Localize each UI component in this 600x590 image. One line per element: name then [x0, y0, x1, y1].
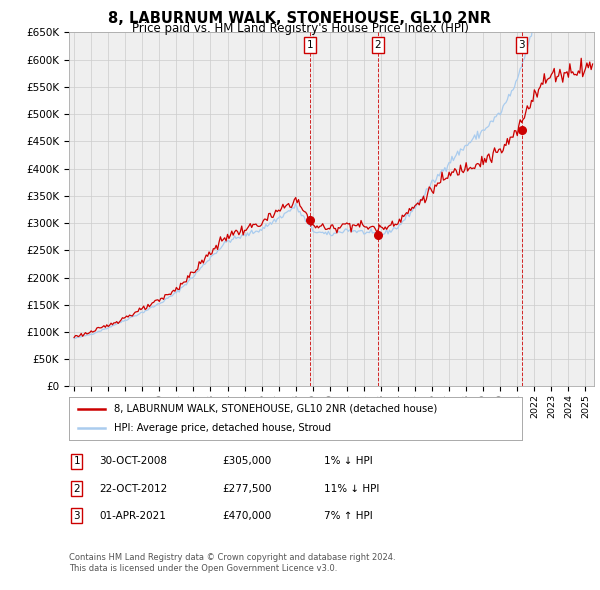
Text: HPI: Average price, detached house, Stroud: HPI: Average price, detached house, Stro… — [115, 423, 331, 433]
Text: Contains HM Land Registry data © Crown copyright and database right 2024.: Contains HM Land Registry data © Crown c… — [69, 553, 395, 562]
Text: Price paid vs. HM Land Registry's House Price Index (HPI): Price paid vs. HM Land Registry's House … — [131, 22, 469, 35]
Text: 01-APR-2021: 01-APR-2021 — [99, 511, 166, 520]
Text: 3: 3 — [518, 40, 525, 50]
Text: 22-OCT-2012: 22-OCT-2012 — [99, 484, 167, 493]
Text: 2: 2 — [374, 40, 381, 50]
Text: 2: 2 — [73, 484, 80, 493]
Text: 8, LABURNUM WALK, STONEHOUSE, GL10 2NR: 8, LABURNUM WALK, STONEHOUSE, GL10 2NR — [109, 11, 491, 25]
Text: 1% ↓ HPI: 1% ↓ HPI — [324, 457, 373, 466]
Text: This data is licensed under the Open Government Licence v3.0.: This data is licensed under the Open Gov… — [69, 565, 337, 573]
Text: 1: 1 — [73, 457, 80, 466]
Text: £305,000: £305,000 — [222, 457, 271, 466]
Text: 30-OCT-2008: 30-OCT-2008 — [99, 457, 167, 466]
Text: 3: 3 — [73, 511, 80, 520]
Text: 8, LABURNUM WALK, STONEHOUSE, GL10 2NR (detached house): 8, LABURNUM WALK, STONEHOUSE, GL10 2NR (… — [115, 404, 437, 414]
Text: £470,000: £470,000 — [222, 511, 271, 520]
Text: £277,500: £277,500 — [222, 484, 271, 493]
Text: 1: 1 — [307, 40, 313, 50]
Text: 7% ↑ HPI: 7% ↑ HPI — [324, 511, 373, 520]
Text: 11% ↓ HPI: 11% ↓ HPI — [324, 484, 379, 493]
